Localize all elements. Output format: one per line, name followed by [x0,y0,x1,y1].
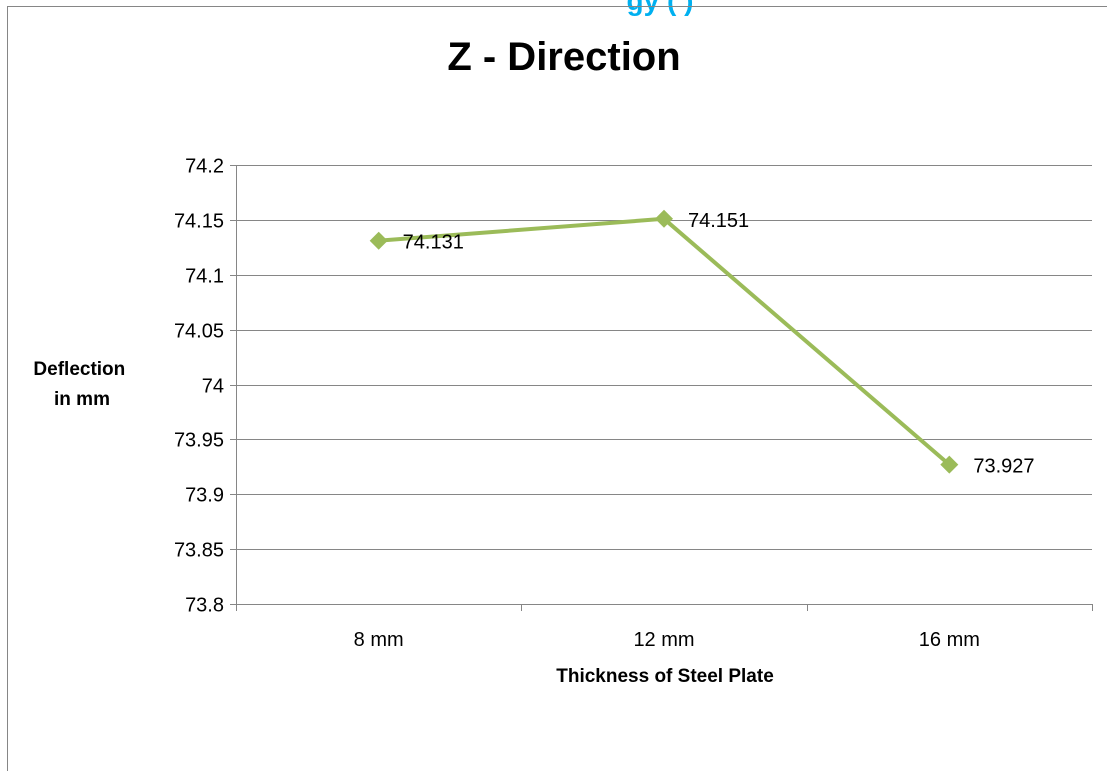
y-tick-label-0: 73.8 [185,595,224,617]
chart-border [8,7,1107,772]
x-tick-label-1: 12 mm [633,629,694,651]
y-tick-label-6: 74.1 [185,266,224,288]
header-fragment: gy ( ) [627,0,694,16]
y-axis-title-line-1: Deflection [33,359,125,380]
x-tick-label-2: 16 mm [919,629,980,651]
y-tick-label-1: 73.85 [174,540,224,562]
series-line-0 [379,219,950,465]
y-tick-labels: 73.8 73.85 73.9 73.95 74 74.05 74.1 74.15 74.2 [174,156,224,617]
x-tick-label-0: 8 mm [354,629,404,651]
data-point-0-0 [370,232,388,250]
x-axis-title: Thickness of Steel Plate [556,666,774,687]
data-label-0-0: 74.131 [403,232,464,254]
series-lines [379,219,950,465]
y-tick-label-4: 74 [202,376,224,398]
data-labels: 74.131 74.151 73.927 [403,210,1035,478]
y-tick-label-7: 74.15 [174,211,224,233]
data-label-0-2: 73.927 [973,456,1034,478]
gridlines [230,166,1092,605]
y-axis-title-line-2: in mm [54,389,110,410]
y-tick-label-3: 73.95 [174,430,224,452]
data-label-0-1: 74.151 [688,210,749,232]
axes [237,165,1093,611]
x-tick-labels: 8 mm 12 mm 16 mm [354,629,980,651]
y-axis-title: Deflection in mm [33,359,130,410]
chart-title: Z - Direction [447,35,680,79]
y-tick-label-2: 73.9 [185,485,224,507]
y-tick-label-5: 74.05 [174,321,224,343]
y-tick-label-8: 74.2 [185,156,224,178]
